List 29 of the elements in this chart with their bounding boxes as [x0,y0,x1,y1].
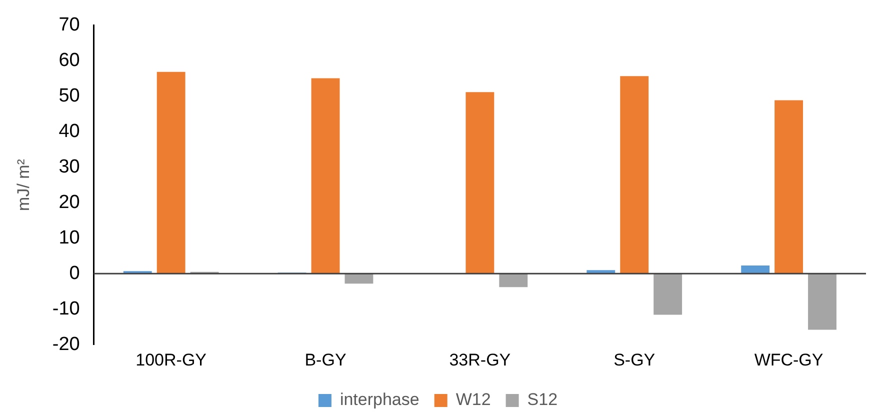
bar [311,78,340,274]
y-tick-label: 0 [69,262,80,284]
legend-label: W12 [456,390,491,410]
y-tick-label: -10 [52,298,80,320]
x-tick-label: B-GY [304,350,346,370]
bar [808,274,836,330]
bar [344,274,374,284]
y-tick-label: 50 [58,86,80,107]
bar [654,274,682,315]
y-tick-label: 10 [58,227,80,248]
bar [466,92,494,274]
y-tick-label: 60 [58,50,80,72]
bar [620,76,649,274]
x-tick-label: S-GY [614,350,656,370]
y-tick-label: 70 [58,14,80,36]
y-tick-label: -20 [52,334,80,355]
y-tick-label: 30 [58,156,80,178]
y-tick-label: 20 [58,192,80,213]
x-tick-label: 33R-GY [449,350,511,370]
legend-label: interphase [340,390,420,410]
bar [741,266,770,274]
x-tick-label: WFC-GY [754,350,824,370]
y-axis-title: mJ/ m² [14,158,33,211]
bar [156,72,186,274]
x-tick-label: 100R-GY [136,350,207,370]
bar [774,100,804,274]
legend-label: S12 [527,390,558,410]
y-tick-label: 40 [58,121,80,142]
bar [499,274,528,288]
